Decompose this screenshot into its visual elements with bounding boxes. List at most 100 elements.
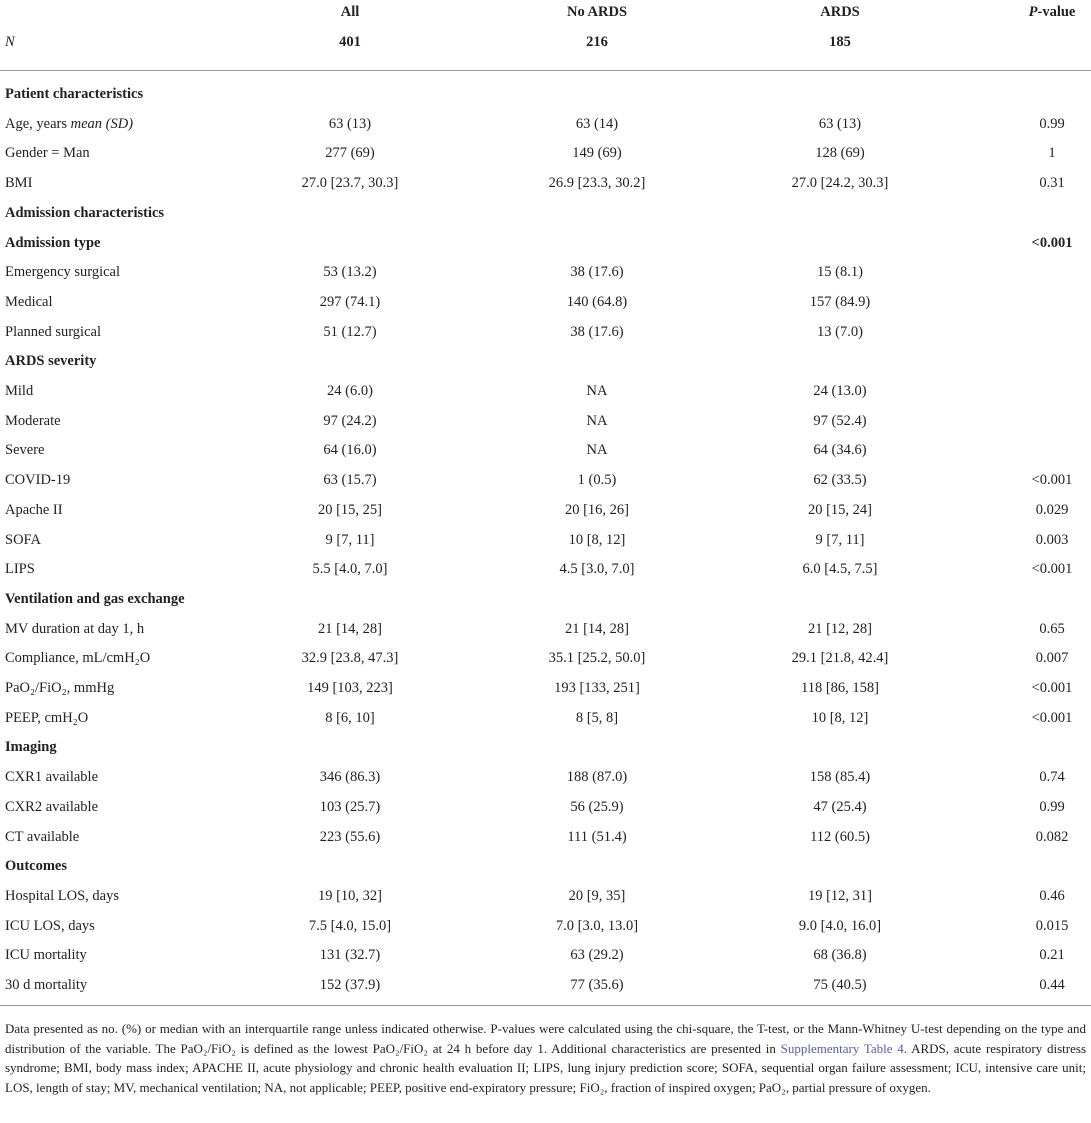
cell-value: 0.46 <box>1039 887 1065 904</box>
cell-value: 20 [15, 25] <box>317 501 383 518</box>
column-header: No ARDS <box>566 4 628 20</box>
n-value: 401 <box>339 34 361 50</box>
row-label-text: Mild <box>5 383 34 399</box>
cell-value: 51 (12.7) <box>323 323 377 340</box>
row-label-text: Severe <box>5 442 45 459</box>
cell-value: 223 (55.6) <box>319 828 381 845</box>
cell-value: 68 (36.8) <box>813 947 867 964</box>
cell-value: 7.5 [4.0, 15.0] <box>308 917 392 934</box>
cell-value: <0.001 <box>1031 561 1073 578</box>
section-row: Admission type <0.001 <box>0 232 1091 254</box>
cell-value: 0.029 <box>1035 501 1069 518</box>
cell-value: 6.0 [4.5, 7.5] <box>802 561 878 578</box>
cell-value: 47 (25.4) <box>813 798 867 815</box>
row-label: MV duration at day 1, h <box>5 618 144 640</box>
cell-value: 0.31 <box>1039 175 1065 192</box>
row-label-text: CXR2 available <box>5 798 99 815</box>
cell-value: 152 (37.9) <box>319 977 381 993</box>
n-value: 216 <box>586 34 608 50</box>
row-label: ICU LOS, days <box>5 915 95 937</box>
bottom-rule <box>0 1005 1091 1006</box>
footnote-link[interactable]: Supplementary Table 4 <box>780 1040 904 1056</box>
row-label: Gender = Man <box>5 142 90 164</box>
section-row: Admission characteristics <box>0 202 1091 224</box>
section-row: ARDS severity <box>0 350 1091 372</box>
row-label: BMI <box>5 172 32 194</box>
section-row: Ventilation and gas exchange <box>0 588 1091 610</box>
cell-value: 20 [15, 24] <box>807 501 873 518</box>
row-label: Mild <box>5 380 33 402</box>
cell-value: 0.003 <box>1035 531 1069 548</box>
row-label: Admission type <box>5 232 100 254</box>
section-row: Outcomes <box>0 855 1091 877</box>
data-row: Compliance, mL/cmH₂O 32.9 [23.8, 47.3] 35.… <box>0 647 1091 669</box>
cell-value: <0.001 <box>1031 709 1073 726</box>
cell-value: 19 [10, 32] <box>317 887 383 904</box>
cell-value: 21 [12, 28] <box>807 620 873 637</box>
cell-value: 21 [14, 28] <box>564 620 630 637</box>
row-label-text: Moderate <box>5 412 61 429</box>
row-label: Patient characteristics <box>5 83 143 105</box>
row-label-text: Planned surgical <box>5 323 101 340</box>
cell-value: 38 (17.6) <box>570 323 624 340</box>
section-row: Imaging <box>0 736 1091 758</box>
row-label-text: Admission type <box>5 234 101 251</box>
cell-value: <0.001 <box>1031 472 1073 489</box>
cell-value: 128 (69) <box>815 145 865 162</box>
row-label: CT available <box>5 826 79 848</box>
cell-value: 38 (17.6) <box>570 264 624 281</box>
row-label-text: ICU mortality <box>5 947 87 964</box>
cell-value: 10 [8, 12] <box>811 709 869 726</box>
data-row: SOFA 9 [7, 11] 10 [8, 12] 9 [7, 11] 0.003 <box>0 529 1091 551</box>
row-label: PEEP, cmH₂O <box>5 707 88 729</box>
row-label: Outcomes <box>5 855 67 877</box>
row-label: COVID-19 <box>5 469 70 491</box>
cell-value: 26.9 [23.3, 30.2] <box>548 175 646 192</box>
cell-value: 63 (13) <box>328 115 372 132</box>
row-label: Imaging <box>5 736 57 758</box>
data-row: Moderate 97 (24.2) NA 97 (52.4) <box>0 410 1091 432</box>
row-label: Medical <box>5 291 53 313</box>
row-label-text: Patient characteristics <box>5 86 144 102</box>
data-row: PEEP, cmH₂O 8 [6, 10] 8 [5, 8] 10 [8, 12] <0… <box>0 707 1091 729</box>
cell-value: 9.0 [4.0, 16.0] <box>798 917 882 934</box>
row-label: Moderate <box>5 410 61 432</box>
cell-value: 9 [7, 11] <box>815 531 865 548</box>
footnote: Data presented as no. (%) or median with… <box>5 1019 1086 1097</box>
cell-value: 193 [133, 251] <box>554 680 640 696</box>
row-label: Ventilation and gas exchange <box>5 588 185 610</box>
row-label-text: ICU LOS, days <box>5 917 95 934</box>
data-row: Mild 24 (6.0) NA 24 (13.0) <box>0 380 1091 402</box>
cell-value: 27.0 [23.7, 30.3] <box>301 175 399 192</box>
row-label-text: MV duration at day 1, h <box>5 620 145 637</box>
row-label-text: Ventilation and gas exchange <box>5 590 185 607</box>
data-row: MV duration at day 1, h 21 [14, 28] 21 [14… <box>0 618 1091 640</box>
cell-value: 140 (64.8) <box>566 293 628 310</box>
row-label-text: 30 d mortality <box>5 977 88 993</box>
cell-value: 62 (33.5) <box>813 472 867 489</box>
data-row: 30 d mortality 152 (37.9) 77 (35.6) 75 (40.… <box>0 974 1091 996</box>
cell-value: 0.99 <box>1039 115 1065 132</box>
row-label-text: Gender = Man <box>5 145 90 162</box>
cell-value: 24 (6.0) <box>327 383 373 399</box>
cell-value: 13 (7.0) <box>817 323 863 340</box>
footnote-text: Data presented as no. (%) or median with… <box>5 1021 1086 1056</box>
row-label-text: COVID-19 <box>5 472 71 489</box>
column-header: ARDS <box>820 4 860 20</box>
cell-value: 75 (40.5) <box>813 977 867 993</box>
cell-value: 0.007 <box>1035 650 1069 667</box>
cell-value: 112 (60.5) <box>810 828 870 845</box>
cell-value: 27.0 [24.2, 30.3] <box>791 175 889 192</box>
cell-value: 0.74 <box>1039 769 1065 786</box>
cell-value: 63 (15.7) <box>323 472 377 489</box>
cell-value: 35.1 [25.2, 50.0] <box>548 650 646 667</box>
row-label: Hospital LOS, days <box>5 885 119 907</box>
row-label-text: Age, years <box>5 115 68 132</box>
cell-value: 56 (25.9) <box>570 798 624 815</box>
cell-value: 297 (74.1) <box>319 293 381 310</box>
cell-value: 346 (86.3) <box>319 769 381 786</box>
data-row: CXR1 available 346 (86.3) 188 (87.0) 158 (8… <box>0 766 1091 788</box>
data-row: ICU mortality 131 (32.7) 63 (29.2) 68 (36.8… <box>0 944 1091 966</box>
cell-value: 10 [8, 12] <box>568 531 626 548</box>
